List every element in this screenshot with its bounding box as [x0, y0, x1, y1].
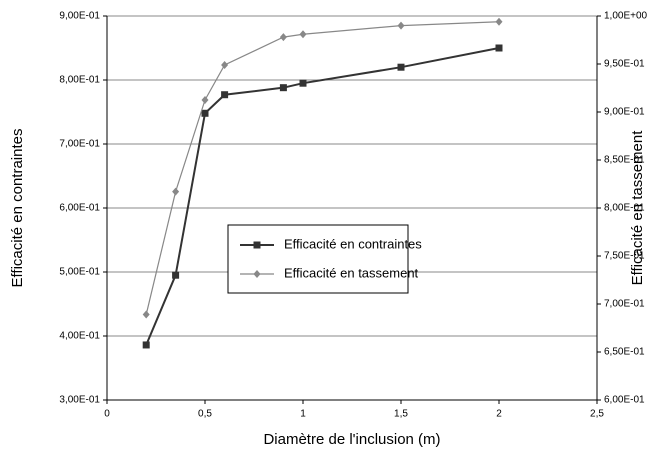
marker: [221, 91, 229, 99]
series-line: [145, 21, 500, 315]
y2-tick-label: 6,00E-01: [604, 395, 645, 406]
marker: [172, 187, 180, 196]
marker: [201, 96, 209, 104]
y2-tick-label: 7,00E-01: [604, 299, 645, 310]
marker: [397, 63, 405, 71]
y2-axis-title: Efficacité en tassement: [629, 130, 646, 286]
x-axis-title: Diamètre de l'inclusion (m): [263, 431, 440, 448]
y2-tick-label: 9,50E-01: [604, 59, 645, 70]
legend-marker: [253, 270, 261, 278]
y-tick-label: 9,00E-01: [59, 11, 100, 22]
legend-box: [227, 224, 409, 294]
marker: [279, 84, 287, 92]
marker: [299, 30, 307, 39]
x-tick-label: 2: [496, 409, 502, 420]
marker: [495, 17, 503, 26]
y-tick-label: 4,00E-01: [59, 331, 100, 342]
marker: [397, 21, 405, 30]
x-tick-label: 1,5: [394, 409, 408, 420]
y-axis-title: Efficacité en contraintes: [9, 129, 26, 288]
y2-tick-label: 7,50E-01: [604, 251, 645, 262]
x-tick-label: 0,5: [198, 409, 212, 420]
y-tick-label: 3,00E-01: [59, 395, 100, 406]
y2-tick-label: 8,50E-01: [604, 155, 645, 166]
y2-tick-label: 6,50E-01: [604, 347, 645, 358]
marker: [495, 44, 503, 52]
x-tick-label: 1: [300, 409, 306, 420]
marker: [142, 341, 150, 349]
legend-label: Efficacité en contraintes: [284, 236, 422, 251]
x-tick-label: 0: [104, 409, 110, 420]
y2-tick-label: 8,00E-01: [604, 203, 645, 214]
marker: [299, 79, 307, 87]
y-tick-label: 6,00E-01: [59, 203, 100, 214]
marker: [142, 310, 150, 319]
x-tick-label: 2,5: [590, 409, 604, 420]
marker: [172, 271, 180, 279]
marker: [201, 109, 209, 117]
y2-tick-label: 9,00E-01: [604, 107, 645, 118]
marker: [279, 33, 287, 42]
y-tick-label: 7,00E-01: [59, 139, 100, 150]
y-tick-label: 5,00E-01: [59, 267, 100, 278]
legend-marker: [253, 241, 261, 249]
series-line: [145, 47, 500, 346]
y-tick-label: 8,00E-01: [59, 75, 100, 86]
y2-tick-label: 1,00E+00: [604, 11, 647, 22]
marker: [221, 60, 229, 69]
legend-label: Efficacité en tassement: [284, 265, 419, 280]
